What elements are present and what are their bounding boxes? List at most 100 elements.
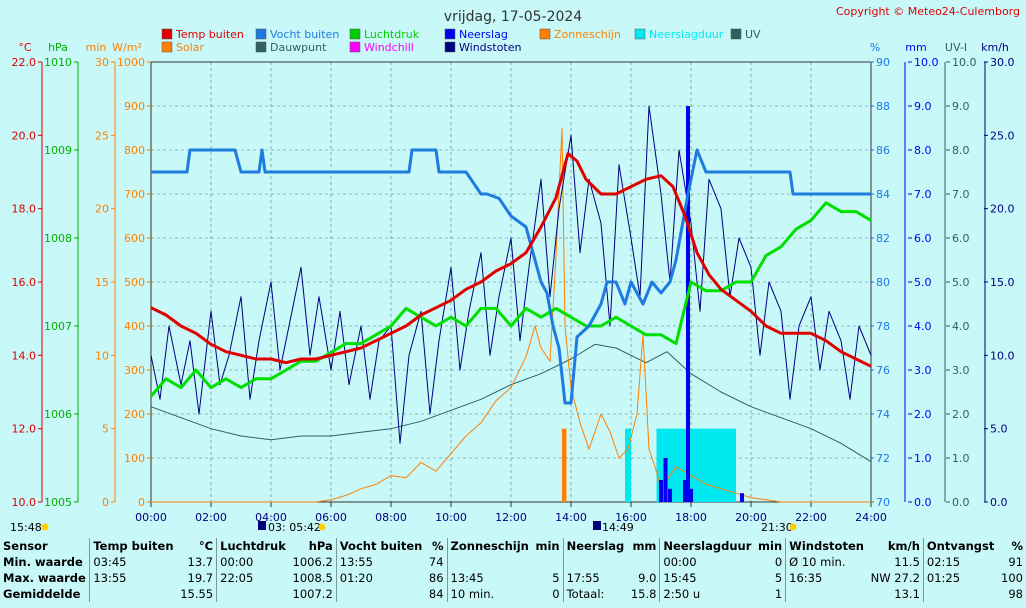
- legend-swatch: [444, 28, 456, 40]
- axis-unit-left: °C: [18, 41, 32, 54]
- legend-label: Solar: [176, 41, 205, 54]
- tick-label: 1006: [44, 408, 72, 421]
- stats-cell: 17:55: [562, 570, 628, 586]
- tick-label: 16.0: [12, 276, 37, 289]
- tick-label: 200: [124, 408, 145, 421]
- copyright-text: Copyright © Meteo24-Culemborg: [836, 5, 1020, 18]
- stats-cell: 13:55: [89, 570, 177, 586]
- stats-cell: Ontvangst: [922, 538, 998, 554]
- stats-cell: %: [432, 539, 444, 553]
- weather-chart: vrijdag, 17-05-2024 Copyright © Meteo24-…: [10, 5, 1020, 534]
- tick-label: 10.0: [990, 349, 1015, 362]
- tick-label: 14.0: [12, 349, 37, 362]
- stats-cell: 5: [552, 571, 560, 585]
- x-tick-label: 16:00: [615, 511, 647, 524]
- tick-label: 5: [102, 423, 109, 436]
- legend-swatch: [161, 41, 173, 53]
- tick-label: 0.0: [914, 496, 932, 509]
- stats-cell: 10 min.: [446, 586, 533, 602]
- legend-label: UV: [745, 28, 761, 41]
- sunset-time: 21:30: [761, 521, 793, 534]
- stats-cell: 98: [1008, 587, 1023, 601]
- stats-cell: 22:05: [216, 570, 290, 586]
- legend-swatch: [349, 28, 361, 40]
- tick-label: 10: [95, 349, 109, 362]
- tick-label: 0.0: [990, 496, 1008, 509]
- tick-label: 70: [876, 496, 890, 509]
- tick-label: 4.0: [952, 320, 970, 333]
- x-tick-label: 08:00: [375, 511, 407, 524]
- tick-label: 0.0: [952, 496, 970, 509]
- stats-cell: [532, 554, 563, 570]
- tick-label: 15: [95, 276, 109, 289]
- stats-cell: 13:55: [335, 554, 426, 570]
- stats-cell: 91: [1008, 555, 1023, 569]
- axis-unit-left: W/m²: [112, 41, 142, 54]
- tick-label: 78: [876, 320, 890, 333]
- tick-label: 72: [876, 452, 890, 465]
- stats-cell: Max. waarde: [3, 571, 86, 585]
- axes: °C hPa min W/m²% mm UV-I km/h 22.0 20.0 18.0 16.0 1…: [10, 41, 1015, 534]
- x-tick-label: 20:00: [735, 511, 767, 524]
- plot-area: [149, 105, 872, 503]
- stats-cell: min: [535, 539, 560, 553]
- tick-label: 22.0: [12, 56, 37, 69]
- tick-label: 800: [124, 144, 145, 157]
- tick-label: 1010: [44, 56, 72, 69]
- tick-label: 76: [876, 364, 890, 377]
- tick-label: 500: [124, 276, 145, 289]
- stats-cell: Neerslag: [562, 538, 628, 554]
- stats-cell: mm: [632, 539, 657, 553]
- table-row: Min. waarde 03:45 13.7 00:00 1006.2 13:55 74 00…: [0, 554, 1026, 570]
- legend-swatch: [539, 28, 551, 40]
- tick-label: 400: [124, 320, 145, 333]
- tick-label: 10.0: [12, 496, 37, 509]
- axis-unit-left: hPa: [48, 41, 68, 54]
- legend-swatch: [349, 41, 361, 53]
- legend-label: Windchill: [364, 41, 414, 54]
- tick-label: 1.0: [952, 452, 970, 465]
- stats-cell: 00:00: [216, 554, 290, 570]
- tick-label: 7.0: [914, 188, 932, 201]
- stats-cell: Vocht buiten: [335, 538, 426, 554]
- x-tick-label: 22:00: [795, 511, 827, 524]
- stats-cell: 15:45: [659, 570, 755, 586]
- stats-cell: [922, 586, 998, 602]
- axis-unit-right: mm: [905, 41, 926, 54]
- stats-header-row: Sensor Temp buiten °C Luchtdruk hPa Vocht bui…: [0, 538, 1026, 554]
- sun-icon: [318, 523, 326, 531]
- stats-cell: 2:50 u: [659, 586, 755, 602]
- zonneschijn-bar: [562, 428, 567, 502]
- tick-label: 15.0: [990, 276, 1015, 289]
- stats-cell: °C: [198, 539, 214, 553]
- tick-label: 74: [876, 408, 890, 421]
- stats-cell: Sensor: [3, 539, 48, 553]
- chart-title: vrijdag, 17-05-2024: [444, 9, 583, 25]
- stats-cell: [628, 554, 660, 570]
- legend-label: Luchtdruk: [364, 28, 420, 41]
- tick-label: 12.0: [12, 423, 37, 436]
- legend-swatch: [444, 41, 456, 53]
- neerslag-bar: [659, 480, 663, 502]
- stats-cell: 1: [774, 587, 783, 601]
- neerslag-bar: [686, 106, 690, 502]
- tick-label: 5.0: [914, 276, 932, 289]
- x-tick-label: 12:00: [495, 511, 527, 524]
- moon-icon: [593, 521, 601, 530]
- sun-icon: [789, 523, 797, 531]
- stats-cell: 00:00: [659, 554, 755, 570]
- tick-label: 0: [102, 496, 109, 509]
- stats-cell: 03:45: [89, 554, 177, 570]
- stats-cell: 19.7: [187, 571, 214, 585]
- solar-line: [151, 127, 871, 503]
- legend: Temp buiten Vocht buiten Luchtdruk Neerslag…: [161, 28, 761, 54]
- stats-cell: 9.0: [638, 571, 657, 585]
- axis-unit-left: min: [86, 41, 107, 54]
- stats-cell: [335, 586, 426, 602]
- stats-cell: 84: [428, 587, 444, 601]
- legend-swatch: [255, 41, 267, 53]
- legend-swatch: [634, 28, 646, 40]
- stats-cell: Windstoten: [785, 538, 868, 554]
- vocht-buiten-line: [151, 148, 871, 405]
- moon-time: 03: 05:42: [268, 521, 321, 534]
